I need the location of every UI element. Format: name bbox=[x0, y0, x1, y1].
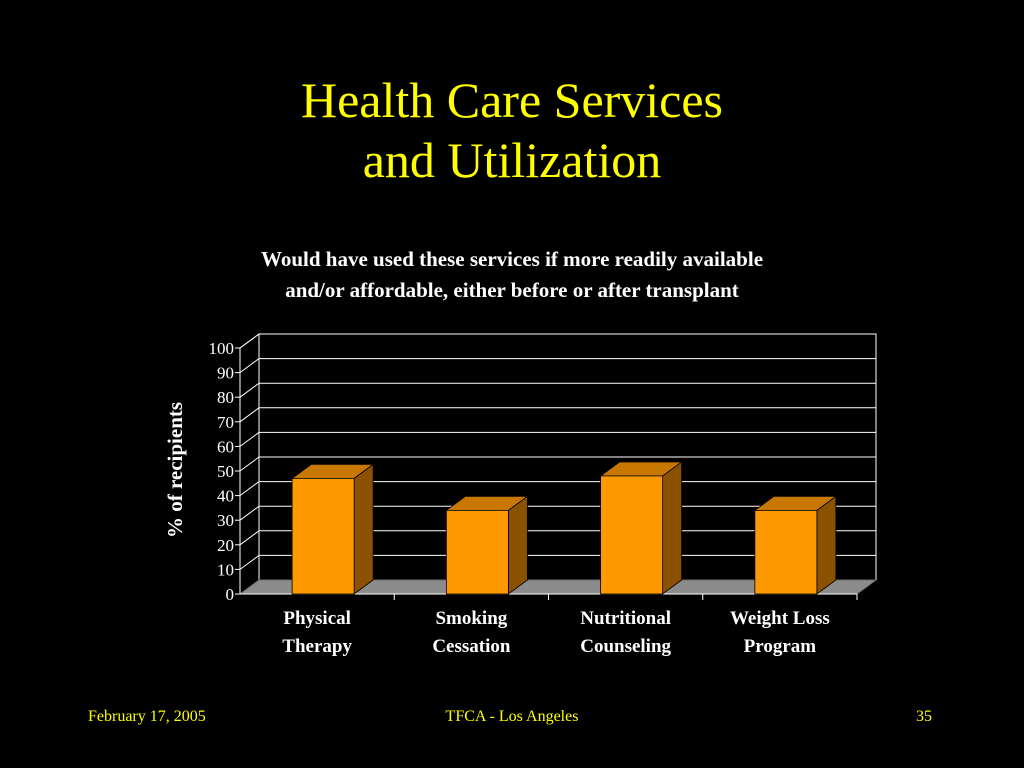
chart-title-line1: Would have used these services if more r… bbox=[260, 247, 764, 271]
gridline bbox=[239, 456, 876, 472]
chart-title-line2: and/or affordable, either before or afte… bbox=[285, 278, 739, 302]
footer-page-number: 35 bbox=[916, 708, 932, 725]
y-tick-label: 40 bbox=[217, 487, 234, 506]
chart-title: Would have used these services if more r… bbox=[0, 244, 1024, 306]
x-tick-label: Cessation bbox=[432, 636, 511, 657]
gridline bbox=[239, 382, 876, 398]
y-tick-label: 30 bbox=[217, 511, 234, 530]
slide-title-line2: and Utilization bbox=[362, 132, 662, 188]
gridline bbox=[239, 333, 876, 349]
y-tick-label: 80 bbox=[217, 388, 234, 407]
y-tick-label: 10 bbox=[217, 560, 234, 579]
y-tick-label: 0 bbox=[226, 585, 235, 604]
x-tick-label: Program bbox=[744, 636, 817, 657]
y-tick-label: 70 bbox=[217, 413, 234, 432]
x-tick-label: Therapy bbox=[282, 636, 352, 657]
y-tick-label: 50 bbox=[217, 462, 234, 481]
bar bbox=[600, 475, 664, 595]
y-axis-title: % of recipients bbox=[163, 402, 187, 538]
bar bbox=[445, 509, 509, 595]
bar bbox=[291, 477, 355, 595]
footer-event: TFCA - Los Angeles bbox=[445, 708, 579, 725]
x-tick-label: Counseling bbox=[580, 636, 671, 657]
bar bbox=[754, 509, 818, 595]
y-tick-label: 100 bbox=[209, 339, 235, 358]
gridline bbox=[239, 431, 876, 447]
gridline bbox=[239, 407, 876, 423]
bar-side bbox=[507, 495, 528, 595]
x-tick-label: Smoking bbox=[435, 608, 507, 629]
bar-side bbox=[353, 463, 374, 595]
gridline bbox=[239, 358, 876, 374]
bar-side bbox=[816, 495, 837, 595]
slide-title: Health Care Services and Utilization bbox=[0, 70, 1024, 190]
bar-side bbox=[662, 461, 683, 595]
slide-title-line1: Health Care Services bbox=[300, 72, 724, 128]
footer-date: February 17, 2005 bbox=[88, 708, 206, 725]
y-tick-label: 90 bbox=[217, 364, 234, 383]
y-tick-label: 20 bbox=[217, 536, 234, 555]
x-tick-label: Weight Loss bbox=[730, 608, 830, 629]
x-tick-label: Nutritional bbox=[580, 608, 671, 629]
y-tick-label: 60 bbox=[217, 437, 234, 456]
x-tick-label: Physical bbox=[283, 608, 351, 629]
